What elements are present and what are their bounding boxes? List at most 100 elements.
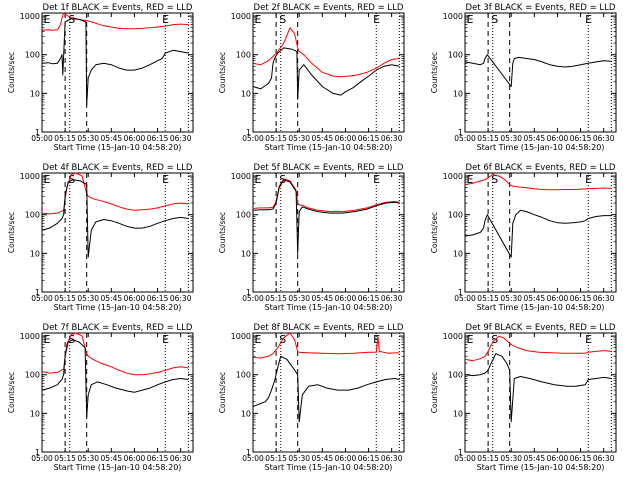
x-axis-label: Start Time (15-Jan-10 04:58:20) [265,303,393,312]
x-tick-label: 06:00 [335,454,357,463]
y-tick-label: 100 [236,371,251,380]
x-tick-label: 05:45 [524,134,546,143]
y-axis-label: Counts/sec [7,52,16,93]
x-tick-label: 05:45 [312,454,334,463]
x-tick-label: 05:00 [31,294,53,303]
x-tick-label: 05:15 [54,134,76,143]
x-tick-label: 05:15 [265,294,287,303]
y-tick-label: 1000 [20,172,40,181]
plot-frame [464,172,617,293]
x-tick-label: 05:30 [500,454,522,463]
x-tick-label: 05:00 [454,134,476,143]
x-tick-label: 06:00 [335,134,357,143]
panel-title: Det 6f BLACK = Events, RED = LLD [466,163,616,173]
y-tick-label: 1000 [443,172,463,181]
y-tick-label: 10 [453,249,463,258]
x-tick-label: 05:45 [101,134,123,143]
x-tick-label: 06:15 [358,294,380,303]
x-tick-label: 06:30 [381,294,403,303]
x-tick-label: 06:00 [547,454,569,463]
x-tick-label: 06:15 [358,134,380,143]
x-tick-label: 06:00 [547,134,569,143]
marker-label: S [68,173,75,186]
y-tick-label: 10 [241,409,251,418]
x-tick-label: 06:30 [170,454,192,463]
x-tick-label: 06:30 [593,134,615,143]
x-tick-label: 05:45 [524,294,546,303]
marker-label: E [255,173,262,186]
y-tick-label: 1000 [20,332,40,341]
marker-label: E [255,13,262,26]
plot-frame [464,332,617,453]
y-tick-label: 10 [453,409,463,418]
x-tick-label: 05:00 [454,454,476,463]
x-tick-label: 06:15 [358,454,380,463]
x-tick-label: 05:15 [477,454,499,463]
lld-series-line [464,335,612,362]
x-tick-label: 05:15 [54,454,76,463]
x-tick-label: 06:00 [124,294,146,303]
x-axis-label: Start Time (15-Jan-10 04:58:20) [477,463,605,472]
panel-4: Det 4f BLACK = Events, RED = LLD 1 10 100 10… [7,163,194,312]
y-tick-label: 100 [236,51,251,60]
x-tick-label: 06:00 [124,134,146,143]
lld-series-line [252,27,400,78]
marker-label: S [491,13,498,26]
y-axis-label: Counts/sec [430,52,439,93]
marker-label: E [373,173,380,186]
x-axis-label: Start Time (15-Jan-10 04:58:20) [54,143,182,152]
panel-title: Det 9f BLACK = Events, RED = LLD [466,323,616,333]
y-axis-label: Counts/sec [7,372,16,413]
marker-label: E [585,173,592,186]
y-tick-label: 1000 [231,12,251,21]
y-axis-label: Counts/sec [7,212,16,253]
marker-label: E [467,173,474,186]
y-tick-label: 1 [458,128,463,137]
x-tick-label: 05:15 [265,454,287,463]
x-axis-label: Start Time (15-Jan-10 04:58:20) [477,143,605,152]
x-tick-label: 05:45 [101,454,123,463]
x-tick-label: 05:45 [101,294,123,303]
x-axis-label: Start Time (15-Jan-10 04:58:20) [477,303,605,312]
y-tick-label: 1000 [231,172,251,181]
marker-label: E [162,173,169,186]
x-tick-label: 06:30 [593,454,615,463]
plot-frame [252,332,405,453]
y-tick-label: 100 [448,371,463,380]
x-tick-label: 05:15 [477,134,499,143]
events-series-line [464,54,612,87]
y-tick-label: 1000 [443,12,463,21]
y-tick-label: 1 [35,128,40,137]
lld-series-line [252,332,400,359]
x-axis-label: Start Time (15-Jan-10 04:58:20) [265,143,393,152]
plot-frame [41,332,194,453]
events-series-line [464,353,612,423]
y-axis-label: Counts/sec [218,212,227,253]
y-axis-label: Counts/sec [218,372,227,413]
marker-label: E [373,13,380,26]
y-tick-label: 100 [448,51,463,60]
marker-label: E [585,333,592,346]
x-tick-label: 05:30 [288,134,310,143]
x-tick-label: 06:15 [570,454,592,463]
y-axis-label: Counts/sec [430,372,439,413]
x-tick-label: 05:15 [477,294,499,303]
marker-label: E [373,333,380,346]
y-tick-label: 1 [246,288,251,297]
marker-label: E [44,173,51,186]
x-axis-label: Start Time (15-Jan-10 04:58:20) [265,463,393,472]
y-tick-label: 10 [241,249,251,258]
y-tick-label: 1000 [20,12,40,21]
x-tick-label: 05:00 [242,134,264,143]
y-tick-label: 10 [453,89,463,98]
panel-3: Det 3f BLACK = Events, RED = LLD 1 10 100 10… [430,3,617,152]
x-tick-label: 06:30 [170,134,192,143]
y-tick-label: 1 [458,288,463,297]
y-tick-label: 1000 [443,332,463,341]
events-series-line [252,47,400,100]
y-tick-label: 100 [25,51,40,60]
y-tick-label: 10 [30,89,40,98]
y-tick-label: 1 [458,448,463,457]
events-series-line [41,179,189,258]
